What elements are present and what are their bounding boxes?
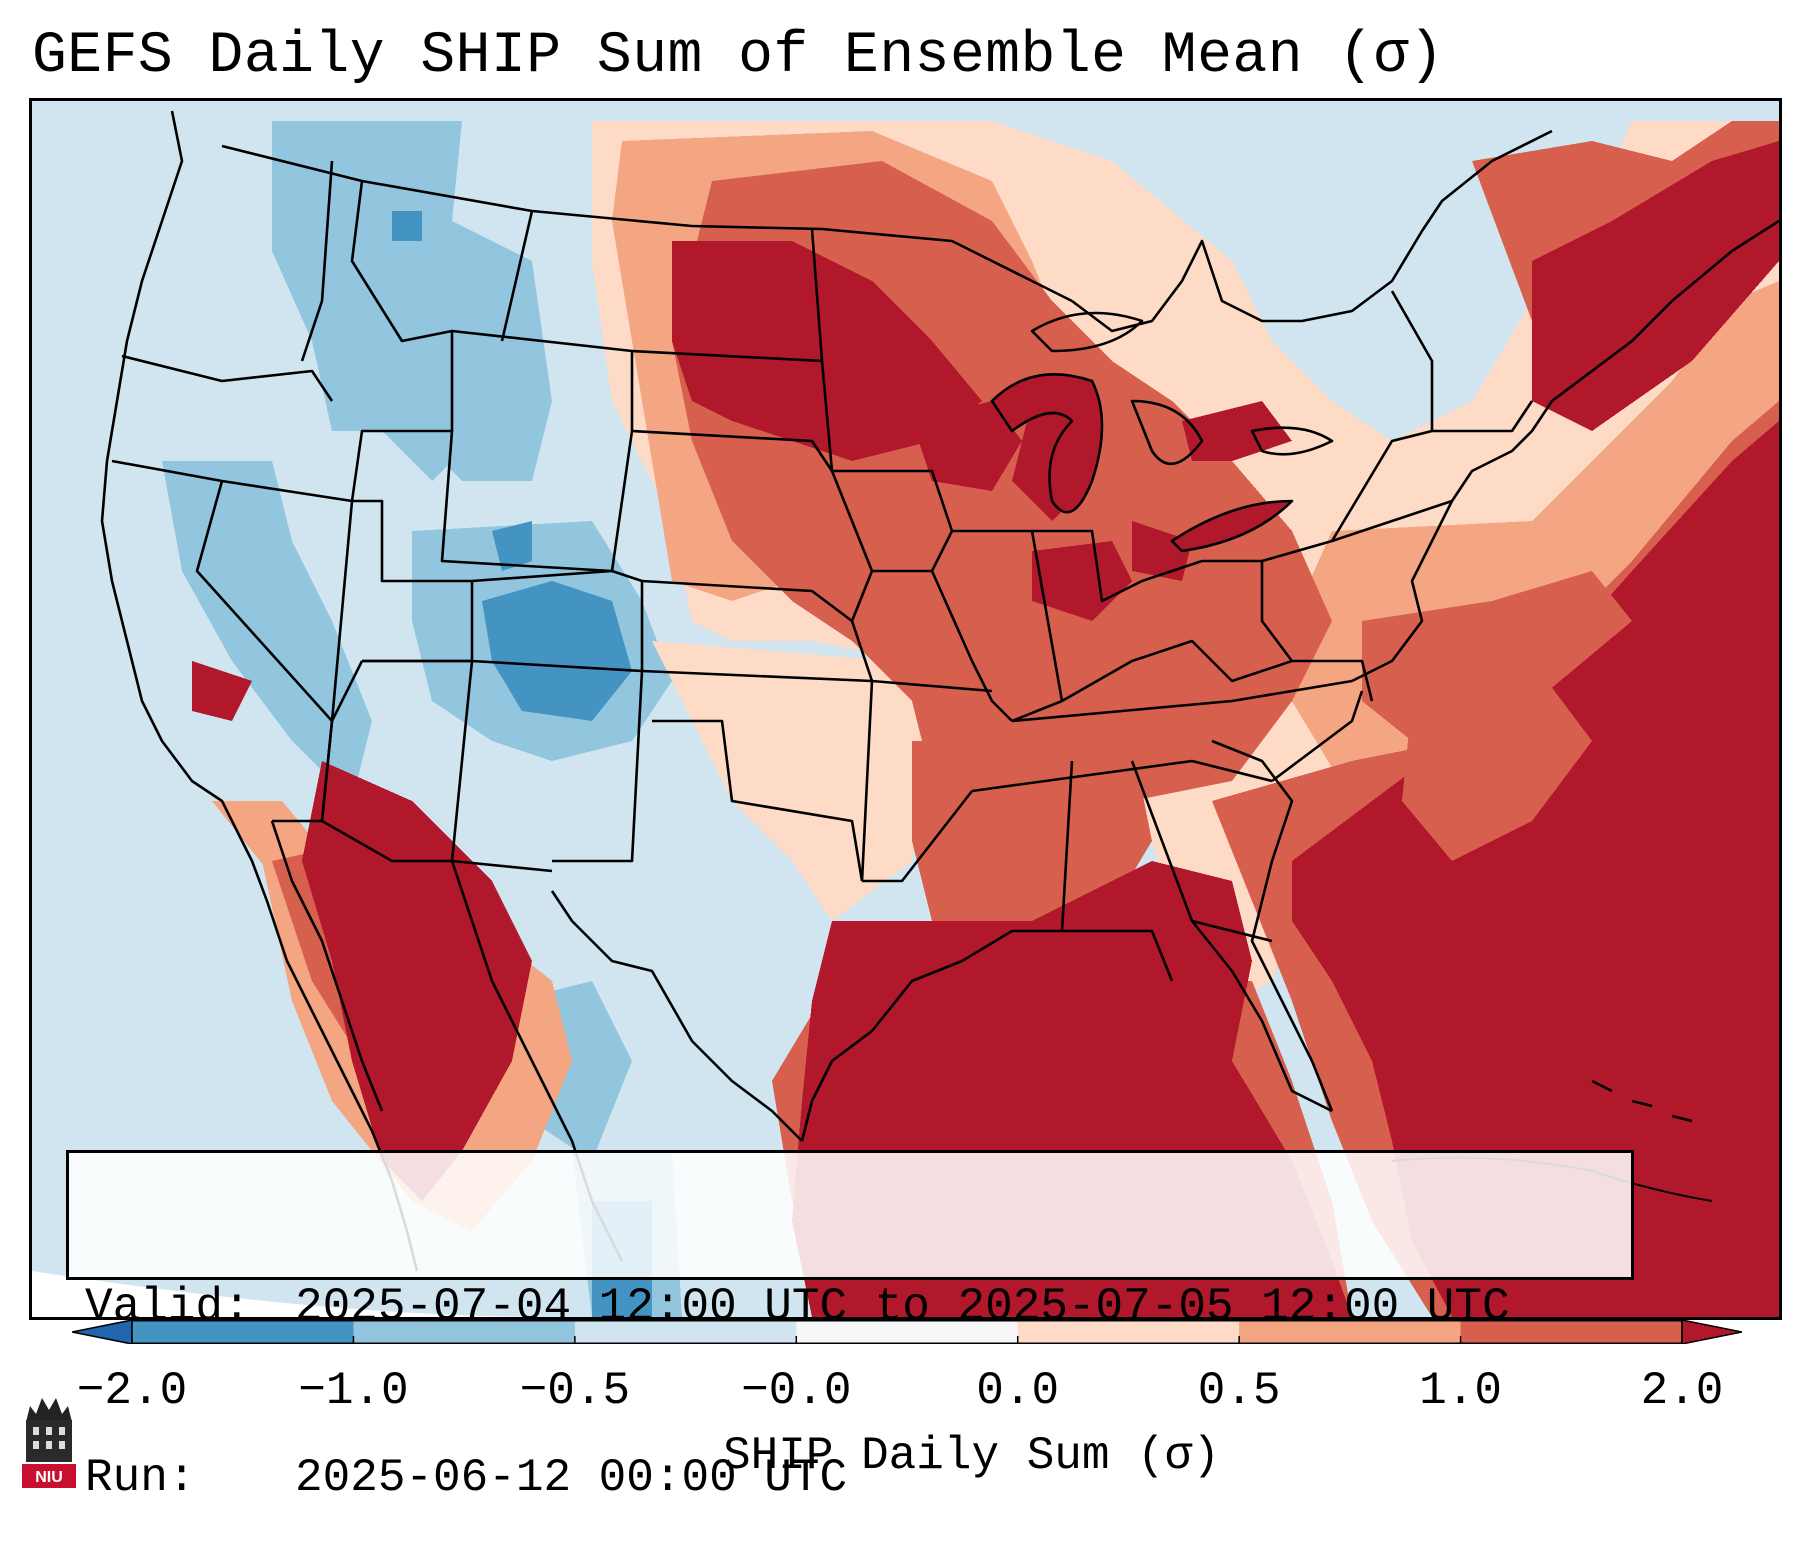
iowa-north: [832, 469, 954, 532]
colorbar-segment: [353, 1320, 576, 1344]
lake-erie: [1170, 499, 1294, 553]
baja-peninsula: [270, 820, 384, 1112]
lake-huron: [1130, 399, 1204, 466]
sd-south: [631, 429, 834, 472]
utah-south: [330, 660, 364, 722]
colorbar-outline: [131, 1320, 1683, 1344]
colorbar-segment: [574, 1320, 797, 1344]
montana-south: [451, 329, 634, 572]
arizona-south: [320, 720, 452, 863]
carolinas: [1211, 739, 1294, 862]
oklahoma: [652, 719, 864, 882]
colorbar: [72, 1320, 1742, 1344]
colorbar-segment: [132, 1320, 354, 1344]
colorbar-tick-label: −2.0: [76, 1365, 188, 1417]
idaho-west: [300, 160, 334, 362]
lake-superior: [1030, 311, 1144, 353]
arkansas: [862, 790, 974, 883]
atlantic-coast: [1351, 219, 1779, 683]
map-title: GEFS Daily SHIP Sum of Ensemble Mean (σ): [32, 24, 1445, 89]
florida-west: [1190, 920, 1333, 1113]
canada-border: [221, 144, 1073, 303]
colorbar-tick-label: 1.0: [1419, 1365, 1502, 1417]
lake-ontario: [1250, 426, 1334, 456]
missouri-east: [930, 570, 1013, 722]
gulf-coast: [800, 929, 1062, 1142]
colorbar-segment: [1460, 1320, 1683, 1344]
colorbar-tick-label: 0.5: [1197, 1365, 1281, 1417]
colorbar-label: SHIP Daily Sum (σ): [723, 1430, 1220, 1482]
colorbar-segment: [796, 1320, 1019, 1344]
colorbar-tick-label: 2.0: [1640, 1365, 1724, 1417]
ohio-line: [1032, 499, 1453, 603]
new-england: [1432, 400, 1534, 433]
run-row: Run: 2025-06-12 00:00 UTC: [85, 1450, 1631, 1507]
kansas-north: [641, 579, 853, 623]
missouri-south: [871, 679, 993, 693]
nd-south: [631, 349, 823, 363]
kentucky: [1061, 639, 1293, 703]
alabama: [1060, 760, 1174, 982]
colorbar-tick-label: 0.0: [976, 1365, 1060, 1417]
newmexico-east: [552, 670, 644, 863]
kansas-south: [641, 669, 873, 683]
wyoming: [440, 430, 613, 573]
iowa-south: [872, 529, 992, 573]
tennessee: [1011, 679, 1353, 723]
run-value: 2025-06-12 00:00 UTC: [295, 1452, 848, 1504]
projection-edge: [32, 1271, 552, 1317]
colorbar-tick-label: −0.5: [519, 1365, 631, 1417]
lake-michigan: [990, 373, 1104, 514]
nevada-west: [195, 480, 333, 722]
run-label: Run:: [85, 1452, 196, 1504]
colorbar-segment: [1017, 1320, 1240, 1344]
florida-east: [1250, 860, 1334, 1112]
colorbar-over-extension: [1681, 1320, 1742, 1344]
ms-al: [971, 759, 1273, 793]
boundaries: [100, 110, 1779, 1272]
colorbar-segment: [1239, 1320, 1462, 1344]
carolina-coast: [1271, 690, 1364, 783]
oregon-north: [121, 354, 334, 402]
texas-rio: [550, 890, 803, 1142]
montana-line: [500, 210, 534, 342]
colorbar-under-extension: [72, 1320, 133, 1344]
canada-border-east: [1071, 129, 1553, 333]
colorbar-tick-label: −0.0: [741, 1365, 852, 1417]
map-panel[interactable]: [29, 98, 1782, 1320]
valid-run-info-box: Valid: 2025-07-04 12:00 UTC to 2025-07-05…: [66, 1150, 1634, 1504]
illinois: [992, 529, 1064, 723]
logo-text: NIU: [35, 1469, 63, 1486]
bahamas: [1591, 1079, 1693, 1123]
pacific-coast: [100, 110, 419, 1272]
niu-logo-icon: NIU: [22, 1398, 76, 1488]
colorbar-tick-label: −1.0: [298, 1365, 409, 1417]
map-svg: [32, 101, 1779, 1317]
